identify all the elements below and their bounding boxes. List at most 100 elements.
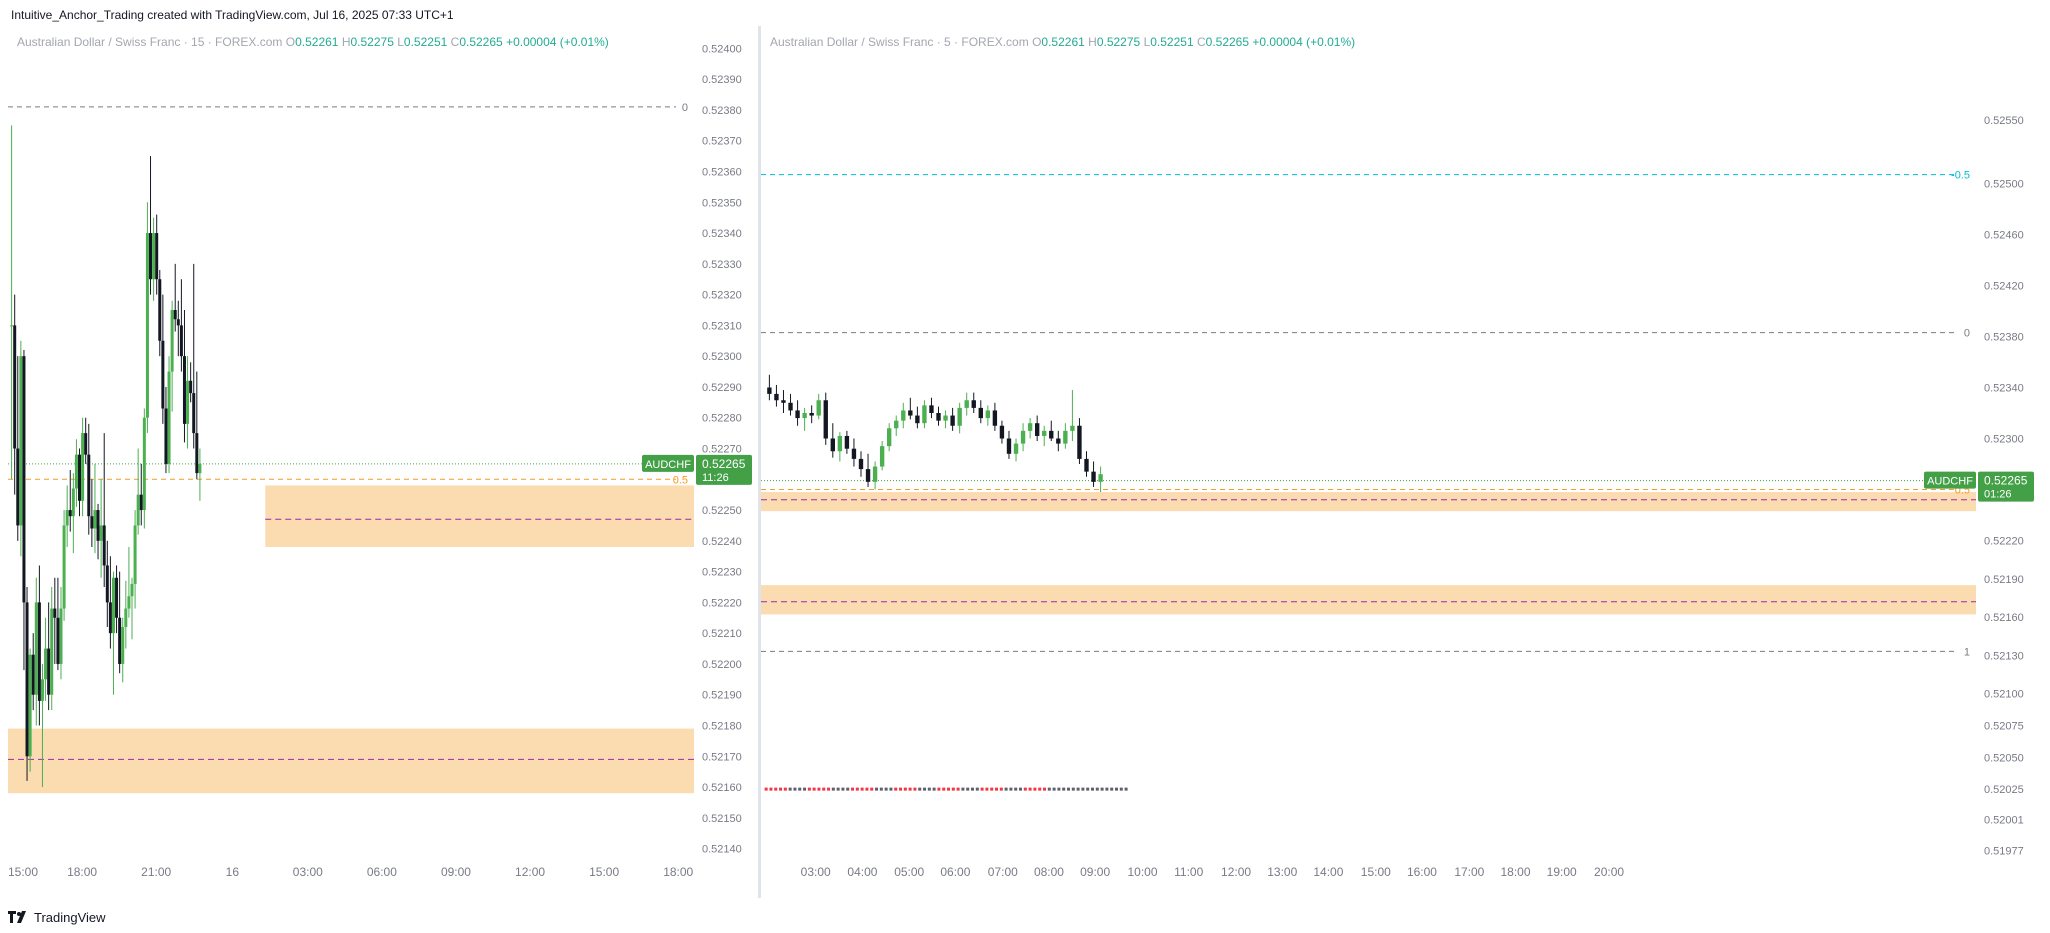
candle-body — [1013, 443, 1019, 454]
symbol-badge-label: AUDCHF — [1927, 476, 1973, 488]
candle-body — [1091, 471, 1096, 482]
y-tick-label: 0.52300 — [702, 351, 742, 363]
x-tick-label: 05:00 — [894, 865, 924, 879]
x-tick-label: 17:00 — [1454, 865, 1484, 879]
y-tick-label: 0.52075 — [1984, 720, 2024, 732]
y-tick-label: 0.52180 — [702, 721, 742, 733]
candle-body — [28, 654, 32, 757]
signal-marker — [836, 787, 840, 791]
signal-marker — [899, 787, 903, 791]
candle-body — [90, 516, 94, 529]
candle-body — [44, 648, 48, 680]
x-tick-label: 15:00 — [589, 865, 619, 879]
signal-marker — [875, 787, 879, 791]
candle-body — [767, 387, 772, 394]
signal-marker — [1014, 787, 1018, 791]
chart-canvas-5m[interactable]: 0.52550 0.52500 0.52460 0.52420 0.52380 0.523… — [761, 26, 2050, 898]
candle-body — [133, 525, 137, 584]
candle-body — [844, 435, 850, 449]
legend-15m: Australian Dollar / Swiss Franc · 15 · F… — [17, 35, 609, 49]
x-tick-label: 15:00 — [1361, 865, 1391, 879]
footer-brand[interactable]: TradingView — [8, 906, 106, 928]
x-tick-label: 09:00 — [441, 865, 471, 879]
snapshot-title: Intuitive_Anchor_Trading created with Tr… — [11, 8, 454, 22]
y-tick-label: 0.52190 — [1984, 574, 2024, 586]
legend-low: 0.52251 — [403, 35, 448, 49]
candle-body — [161, 340, 165, 409]
legend-open: 0.52261 — [1041, 35, 1085, 49]
candle-body — [40, 679, 44, 701]
signal-marker — [851, 787, 855, 791]
candle-body — [816, 400, 821, 416]
top-bar: Intuitive_Anchor_Trading created with Tr… — [0, 0, 2050, 28]
candle-body — [155, 233, 159, 280]
signal-marker — [956, 787, 960, 791]
signal-marker — [923, 787, 927, 791]
chart-canvas-15m[interactable]: 0.52400 0.52390 0.52380 0.52370 0.52360 0.523… — [8, 26, 758, 898]
candle-body — [837, 435, 843, 452]
x-tick-label: 20:00 — [1594, 865, 1624, 879]
y-tick-label: 0.52220 — [1984, 536, 2024, 548]
candle-body — [78, 454, 82, 501]
signal-marker — [990, 787, 994, 791]
candle-body — [1077, 425, 1082, 459]
candle-body — [164, 408, 168, 464]
signal-marker — [774, 787, 778, 791]
y-tick-label: 0.52500 — [1984, 179, 2024, 191]
symbol-badge — [642, 454, 694, 472]
candle-body — [992, 410, 998, 426]
candle-body — [198, 463, 202, 474]
candle-body — [34, 602, 38, 695]
candle-body — [774, 393, 779, 401]
signal-marker — [908, 787, 912, 791]
y-tick-label: 0.52310 — [702, 320, 742, 332]
candle-body — [999, 425, 1005, 439]
candle-body — [186, 380, 190, 424]
fib-level-label: 0 — [682, 102, 688, 114]
y-tick-label: 0.52240 — [702, 536, 742, 548]
symbol-badge-label: AUDCHF — [645, 459, 691, 471]
chart-pane-15m[interactable]: 0.52400 0.52390 0.52380 0.52370 0.52360 0.523… — [8, 26, 758, 898]
signal-marker — [1124, 787, 1128, 791]
candle-body — [19, 356, 23, 526]
candle-body — [102, 525, 106, 566]
candle-body — [152, 233, 156, 280]
candle-body — [851, 448, 857, 459]
candle-body — [50, 608, 54, 695]
candle-body — [74, 454, 78, 489]
signal-marker — [966, 787, 970, 791]
signal-marker — [1019, 787, 1023, 791]
signal-marker — [1090, 787, 1094, 791]
candle-body — [53, 608, 57, 618]
candle-body — [1020, 430, 1026, 444]
candle-body — [964, 400, 969, 408]
signal-marker — [1076, 787, 1080, 791]
candle-body — [16, 448, 20, 526]
signal-marker — [1023, 787, 1027, 791]
legend-close: 0.52265 — [459, 35, 503, 49]
candle-body — [830, 438, 835, 452]
candle-body — [127, 596, 131, 609]
y-tick-label: 0.52250 — [702, 505, 742, 517]
signal-marker — [913, 787, 917, 791]
candle-body — [93, 510, 97, 529]
candle-body — [879, 446, 885, 467]
y-tick-label: 0.52220 — [702, 597, 742, 609]
candle-body — [136, 494, 140, 526]
signal-marker — [932, 787, 936, 791]
signal-marker — [889, 787, 893, 791]
signal-marker — [831, 787, 835, 791]
signal-marker — [870, 787, 874, 791]
pane-divider[interactable] — [758, 26, 761, 898]
candle-body — [936, 413, 941, 421]
signal-marker — [841, 787, 845, 791]
signal-marker — [961, 787, 965, 791]
chart-pane-5m[interactable]: 0.52550 0.52500 0.52460 0.52420 0.52380 0.523… — [761, 26, 2050, 898]
x-tick-label: 18:00 — [1500, 865, 1530, 879]
candle-body — [908, 410, 913, 416]
candle-body — [1006, 438, 1012, 454]
candle-body — [22, 356, 26, 603]
candle-body — [142, 417, 146, 511]
signal-marker — [1052, 787, 1056, 791]
candle-body — [25, 602, 29, 757]
